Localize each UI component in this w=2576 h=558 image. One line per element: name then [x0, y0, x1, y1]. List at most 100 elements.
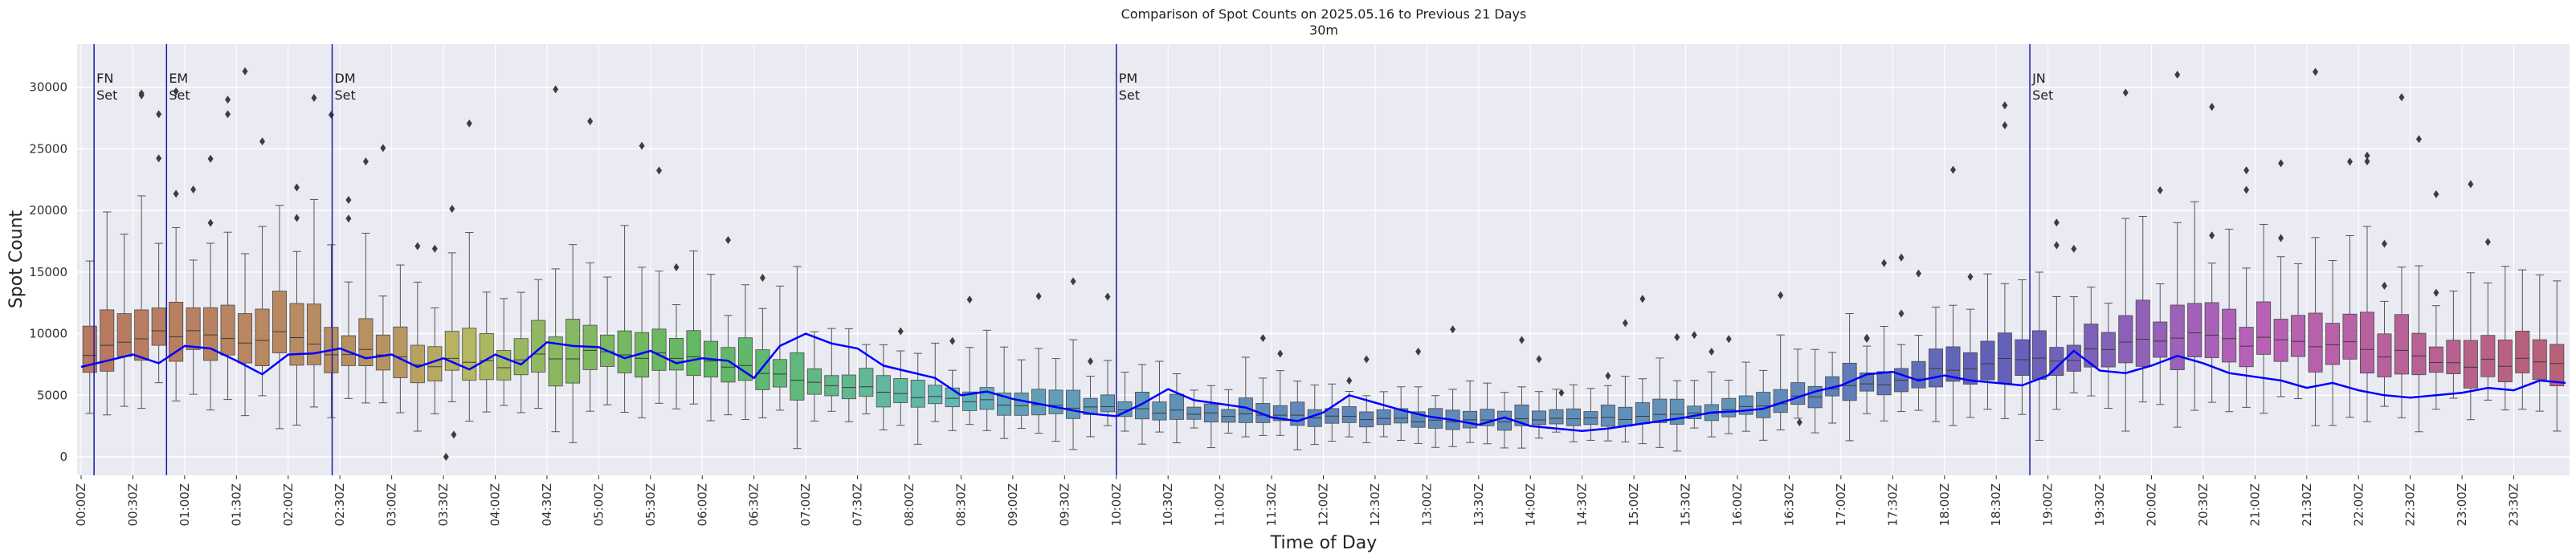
outlier-point: [173, 189, 179, 198]
x-tick-label: 10:30Z: [1161, 483, 1175, 527]
box: [186, 307, 201, 350]
outlier-point: [2157, 186, 2163, 195]
event-label: Set: [96, 88, 117, 103]
outlier-point: [1450, 325, 1456, 334]
y-tick-label: 5000: [37, 388, 67, 402]
outlier-point: [2174, 71, 2181, 79]
y-axis-label: Spot Count: [6, 210, 27, 308]
box: [928, 385, 943, 405]
box: [220, 304, 235, 356]
outlier-point: [2278, 234, 2284, 242]
box: [651, 328, 667, 371]
today-series-line: [80, 332, 2566, 433]
x-tick-label: 18:00Z: [1937, 483, 1952, 527]
box: [1860, 373, 1875, 392]
event-label: JN: [2031, 71, 2046, 86]
box: [1048, 389, 1063, 414]
box: [1066, 389, 1081, 419]
box: [806, 368, 822, 395]
box: [617, 330, 632, 373]
outlier-point: [1725, 335, 1732, 344]
outlier-point: [553, 85, 559, 94]
outlier-point: [1346, 377, 1353, 385]
x-tick-label: 12:00Z: [1317, 483, 1331, 527]
y-tick-label: 20000: [29, 203, 67, 218]
box: [565, 319, 581, 384]
x-tick-label: 18:30Z: [1989, 483, 2003, 527]
box: [1394, 408, 1409, 424]
x-tick-label: 23:00Z: [2455, 483, 2469, 527]
outlier-point: [414, 242, 421, 250]
box: [116, 313, 132, 357]
outlier-point: [897, 327, 904, 336]
box: [910, 380, 925, 408]
x-axis-ticks: 00:00Z 00:30Z 01:00Z 01:30Z 02:00Z 02:30Z 03:0…: [74, 475, 2521, 527]
outlier-point: [1363, 355, 1370, 364]
x-tick-label: 09:00Z: [1006, 483, 1020, 527]
box: [1376, 409, 1391, 426]
event-label: Set: [335, 88, 356, 103]
outlier-point: [2053, 218, 2060, 227]
box: [272, 291, 288, 353]
outlier-point: [1070, 277, 1076, 286]
box: [82, 325, 97, 373]
x-tick-label: 05:30Z: [643, 483, 658, 527]
box: [2031, 330, 2047, 380]
box: [100, 309, 115, 372]
outlier-point: [1277, 349, 1284, 358]
outlier-point: [293, 214, 300, 222]
box: [841, 374, 856, 400]
box: [1566, 408, 1581, 426]
outlier-point: [207, 154, 214, 163]
outlier-point: [431, 244, 438, 253]
outlier-point: [1415, 347, 1422, 356]
outlier-point: [1605, 372, 1611, 381]
outlier-point: [242, 67, 248, 75]
x-tick-label: 00:00Z: [74, 483, 88, 527]
box: [2273, 319, 2288, 362]
box: [669, 338, 684, 371]
box: [1652, 398, 1668, 423]
box: [2135, 299, 2150, 367]
box: [997, 393, 1012, 416]
outlier-point: [1864, 333, 1870, 342]
outlier-point: [2209, 231, 2215, 240]
box: [1929, 348, 1944, 388]
box: [203, 307, 218, 361]
box: [1600, 405, 1615, 427]
box: [2015, 339, 2030, 376]
box: [2084, 324, 2099, 368]
box: [1497, 410, 1513, 431]
outlier-point: [466, 119, 472, 128]
outlier-point: [673, 263, 680, 271]
x-tick-label: 20:30Z: [2196, 483, 2211, 527]
outlier-point: [2122, 88, 2129, 97]
outlier-point: [1708, 347, 1715, 356]
outlier-point: [345, 196, 352, 205]
x-tick-label: 17:30Z: [1885, 483, 1900, 527]
x-tick-label: 23:30Z: [2507, 483, 2521, 527]
box: [2118, 315, 2133, 364]
outlier-point: [2484, 238, 2491, 246]
x-tick-label: 11:30Z: [1264, 483, 1279, 527]
outlier-point: [362, 157, 369, 166]
outlier-point: [639, 141, 645, 150]
outlier-point: [173, 87, 179, 96]
box: [169, 302, 184, 362]
x-tick-label: 10:00Z: [1109, 483, 1124, 527]
outlier-point: [2433, 189, 2439, 198]
y-tick-label: 25000: [29, 141, 67, 156]
outlier-point: [1778, 291, 1784, 299]
box: [255, 308, 270, 367]
x-tick-label: 01:30Z: [229, 483, 243, 527]
event-label: DM: [335, 71, 356, 86]
box: [2394, 314, 2409, 375]
box: [1721, 397, 1737, 417]
box: [2532, 339, 2547, 381]
box: [1756, 392, 1771, 418]
chart-subtitle: 30m: [1309, 22, 1338, 38]
box: [1134, 391, 1149, 420]
box: [2308, 312, 2323, 373]
x-tick-label: 19:00Z: [2041, 483, 2055, 527]
